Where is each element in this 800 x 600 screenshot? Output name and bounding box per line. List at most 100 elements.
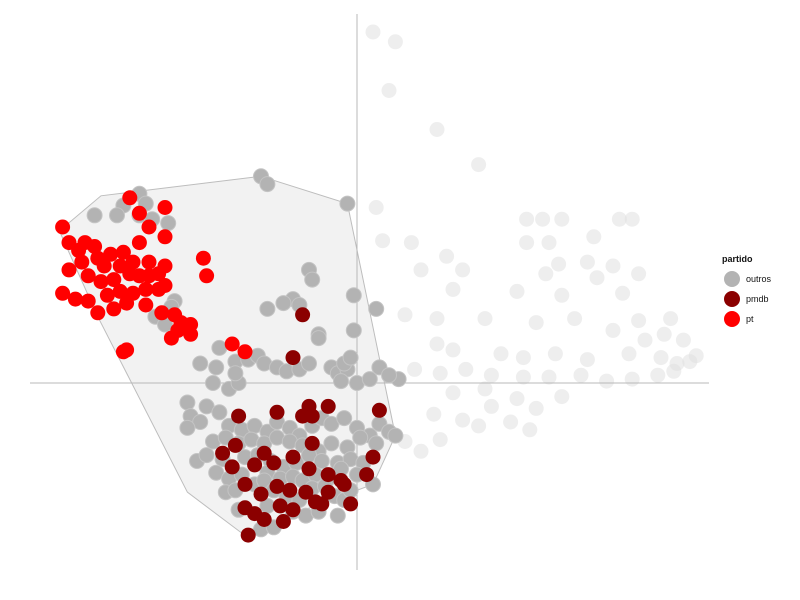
pt-point-31: [157, 278, 173, 293]
background-point-22: [605, 258, 621, 274]
pmdb-points-layer: [215, 307, 387, 543]
background-point-47: [621, 346, 637, 362]
pt-point-45: [122, 190, 138, 206]
background-point-59: [624, 371, 640, 387]
outros-point-15: [259, 300, 276, 317]
background-point-69: [455, 412, 471, 428]
pt-point-12: [125, 254, 141, 270]
background-point-62: [445, 385, 461, 401]
background-point-42: [445, 342, 461, 358]
pt-point-5: [61, 262, 77, 278]
background-point-12: [403, 235, 419, 251]
pt-point-44: [119, 342, 135, 358]
pt-point-25: [80, 293, 96, 309]
outros-point-6: [86, 207, 103, 224]
background-point-2: [381, 83, 397, 98]
outros-point-20: [310, 330, 327, 347]
pt-point-34: [119, 295, 135, 311]
pt-point-29: [138, 281, 154, 297]
pt-point-50: [199, 268, 215, 284]
outros-point-52: [211, 404, 228, 421]
legend-label-pmdb: pmdb: [746, 294, 769, 304]
outros-point-10: [160, 215, 177, 232]
outros-point-12: [304, 271, 321, 288]
background-point-53: [458, 361, 474, 377]
background-point-56: [541, 369, 557, 385]
pmdb-point-34: [227, 437, 243, 453]
background-point-14: [541, 235, 557, 251]
pmdb-point-24: [256, 512, 272, 527]
pmdb-point-35: [215, 445, 231, 461]
pt-point-11: [141, 254, 157, 270]
background-point-55: [515, 369, 531, 385]
background-point-34: [631, 313, 647, 329]
pmdb-point-2: [231, 408, 247, 424]
pt-point-48: [157, 229, 173, 245]
pmdb-point-37: [272, 498, 288, 514]
background-point-0: [365, 24, 381, 40]
legend-title: partido: [722, 254, 753, 264]
outros-point-55: [179, 419, 196, 436]
background-point-63: [477, 381, 493, 397]
background-point-58: [599, 373, 615, 389]
pmdb-point-6: [304, 408, 320, 424]
pt-point-23: [55, 285, 71, 301]
pt-point-10: [131, 235, 147, 251]
pmdb-point-29: [365, 449, 381, 465]
legend-key-pmdb: [724, 291, 740, 307]
pmdb-point-14: [320, 467, 336, 483]
pmdb-point-8: [371, 402, 387, 418]
outros-point-84: [368, 435, 385, 452]
background-point-10: [624, 211, 640, 227]
background-point-36: [605, 322, 621, 338]
outros-point-66: [336, 410, 353, 427]
pt-point-0: [55, 219, 71, 235]
legend-label-pt: pt: [746, 314, 754, 324]
background-point-28: [615, 285, 631, 301]
pmdb-point-28: [343, 496, 359, 512]
background-point-39: [675, 332, 691, 348]
background-point-60: [650, 367, 666, 383]
background-point-38: [656, 326, 672, 342]
background-point-21: [538, 266, 554, 282]
pt-point-33: [106, 301, 122, 317]
outros-point-49: [205, 375, 221, 391]
outros-point-28: [208, 359, 225, 376]
background-point-4: [471, 157, 487, 173]
background-point-41: [429, 336, 445, 352]
background-point-31: [477, 311, 493, 327]
background-point-6: [519, 211, 535, 227]
pmdb-point-36: [307, 494, 323, 510]
pt-point-42: [183, 326, 199, 342]
background-point-32: [528, 315, 544, 331]
pmdb-point-30: [359, 467, 375, 483]
outros-point-127: [329, 507, 346, 524]
pmdb-point-38: [285, 502, 301, 518]
outros-point-130: [381, 367, 397, 384]
background-point-35: [663, 311, 679, 327]
pmdb-point-27: [320, 484, 336, 500]
background-point-50: [682, 354, 698, 370]
background-point-51: [407, 361, 423, 377]
pt-point-52: [237, 344, 253, 360]
background-point-7: [535, 211, 551, 227]
background-point-71: [503, 414, 519, 430]
background-point-37: [637, 332, 653, 348]
background-point-45: [547, 346, 563, 362]
background-point-33: [567, 311, 583, 327]
pt-point-9: [115, 244, 131, 260]
outros-point-18: [368, 300, 385, 317]
background-point-26: [509, 283, 525, 299]
outros-point-94: [313, 453, 330, 469]
pt-point-17: [106, 272, 122, 288]
background-point-8: [554, 211, 570, 227]
outros-point-71: [387, 427, 404, 444]
outros-point-83: [352, 429, 369, 446]
outros-point-81: [323, 435, 340, 452]
legend-key-pt: [724, 311, 740, 327]
background-point-70: [471, 418, 487, 434]
outros-point-26: [211, 339, 228, 356]
pmdb-point-25: [240, 527, 256, 543]
background-point-61: [666, 363, 682, 379]
pt-point-47: [141, 219, 157, 235]
